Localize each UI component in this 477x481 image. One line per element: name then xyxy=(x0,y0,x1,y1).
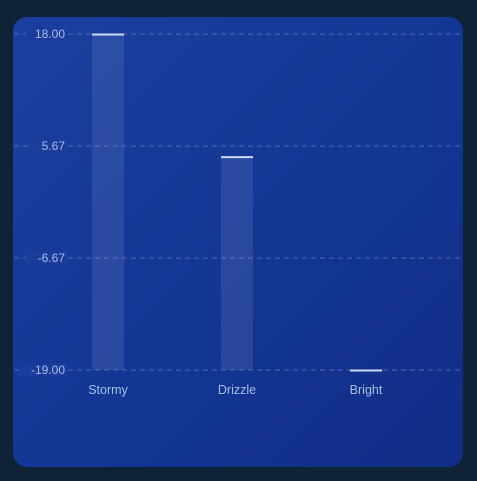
y-tick-label-bg xyxy=(19,363,67,377)
y-tick-label-bg xyxy=(26,251,67,266)
y-tick-label: -6.67 xyxy=(38,251,66,265)
y-tick-label-bg xyxy=(26,27,67,41)
y-tick-label: 5.67 xyxy=(42,139,66,153)
y-tick-label: -19.00 xyxy=(31,363,65,377)
bars xyxy=(92,33,382,372)
x-category-label: Drizzle xyxy=(218,383,256,397)
chart-card xyxy=(13,17,463,467)
x-category-label: Bright xyxy=(350,383,383,397)
y-axis-ticks: 18.00 5.67 -6.67 -19.00 xyxy=(19,27,67,377)
x-axis-labels: Stormy Drizzle Bright xyxy=(88,383,383,397)
x-category-label: Stormy xyxy=(88,383,128,397)
grid-lines xyxy=(14,33,461,371)
y-tick-label: 18.00 xyxy=(35,27,65,41)
bar xyxy=(221,156,253,370)
bar xyxy=(92,34,124,370)
y-tick-label-bg xyxy=(33,138,67,153)
